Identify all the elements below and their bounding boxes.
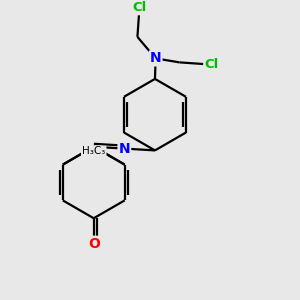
Text: Cl: Cl xyxy=(204,58,219,70)
Text: N: N xyxy=(118,142,130,156)
Text: O: O xyxy=(88,237,100,251)
Text: Cl: Cl xyxy=(132,1,146,14)
Text: N: N xyxy=(150,51,161,65)
Text: CH₃: CH₃ xyxy=(87,146,106,156)
Text: H₃C: H₃C xyxy=(82,146,101,156)
